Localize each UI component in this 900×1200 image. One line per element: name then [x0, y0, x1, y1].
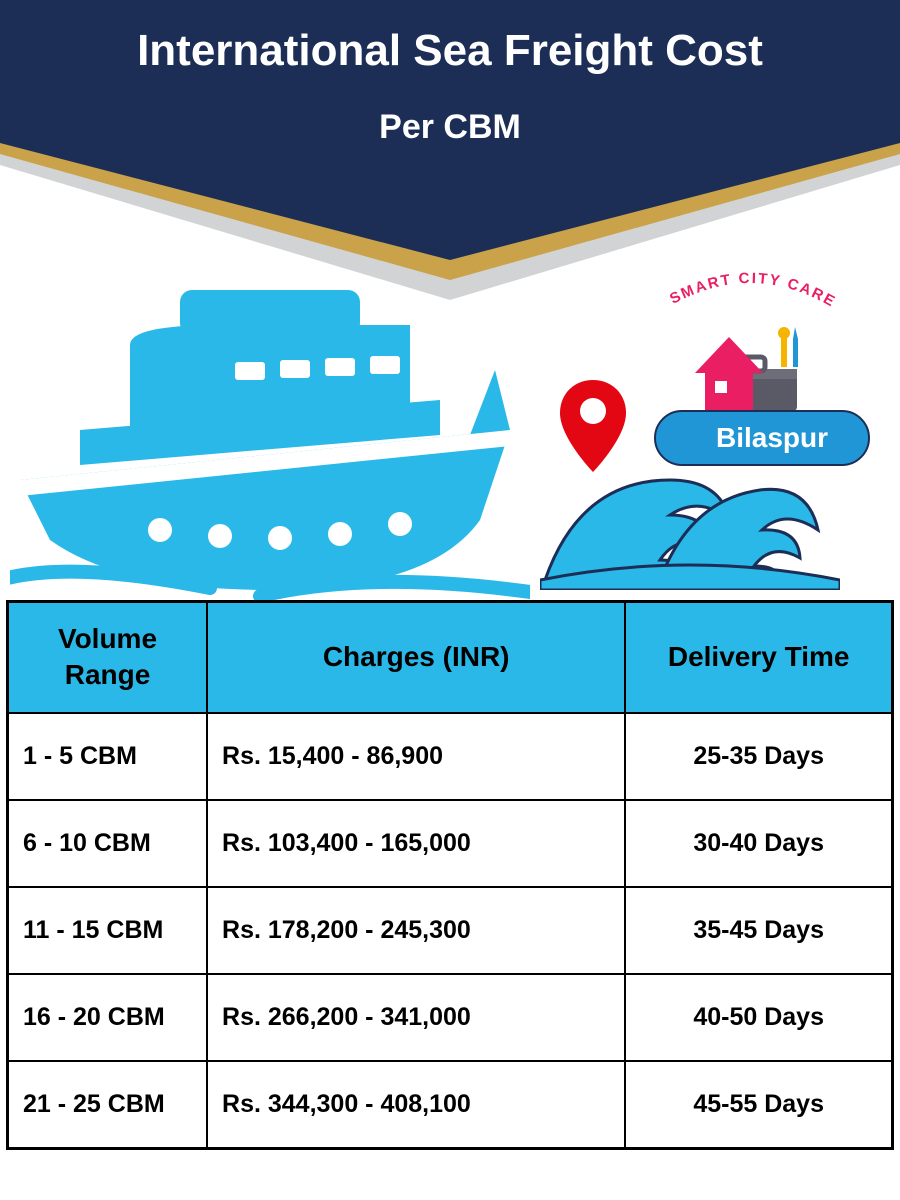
page-subtitle: Per CBM: [0, 108, 900, 147]
cell-delivery: 25-35 Days: [625, 713, 892, 800]
table-row: 16 - 20 CBM Rs. 266,200 - 341,000 40-50 …: [8, 974, 893, 1061]
page-title: International Sea Freight Cost: [0, 26, 900, 76]
house-toolbox-icon: [685, 319, 815, 419]
brand-arc-text: SMART CITY CARE: [660, 270, 840, 310]
cell-volume: 1 - 5 CBM: [8, 713, 208, 800]
cell-charges: Rs. 178,200 - 245,300: [207, 887, 625, 974]
wave-icon: [540, 420, 840, 590]
cell-delivery: 35-45 Days: [625, 887, 892, 974]
svg-text:SMART CITY CARE: SMART CITY CARE: [667, 270, 839, 310]
col-charges: Charges (INR): [207, 602, 625, 713]
cell-charges: Rs. 344,300 - 408,100: [207, 1061, 625, 1149]
table-row: 11 - 15 CBM Rs. 178,200 - 245,300 35-45 …: [8, 887, 893, 974]
cell-delivery: 30-40 Days: [625, 800, 892, 887]
table-row: 21 - 25 CBM Rs. 344,300 - 408,100 45-55 …: [8, 1061, 893, 1149]
brand-logo: SMART CITY CARE: [650, 270, 850, 428]
col-volume-range: Volume Range: [8, 602, 208, 713]
cell-volume: 6 - 10 CBM: [8, 800, 208, 887]
table-row: 1 - 5 CBM Rs. 15,400 - 86,900 25-35 Days: [8, 713, 893, 800]
cell-delivery: 45-55 Days: [625, 1061, 892, 1149]
illustration-area: SMART CITY CARE Bilaspur: [0, 230, 900, 600]
freight-cost-table: Volume Range Charges (INR) Delivery Time…: [6, 600, 894, 1150]
cell-charges: Rs. 266,200 - 341,000: [207, 974, 625, 1061]
cell-volume: 16 - 20 CBM: [8, 974, 208, 1061]
cell-volume: 21 - 25 CBM: [8, 1061, 208, 1149]
table-header-row: Volume Range Charges (INR) Delivery Time: [8, 602, 893, 713]
col-delivery-time: Delivery Time: [625, 602, 892, 713]
cell-delivery: 40-50 Days: [625, 974, 892, 1061]
table-row: 6 - 10 CBM Rs. 103,400 - 165,000 30-40 D…: [8, 800, 893, 887]
ship-icon: [10, 270, 530, 600]
cell-charges: Rs. 103,400 - 165,000: [207, 800, 625, 887]
cell-volume: 11 - 15 CBM: [8, 887, 208, 974]
cell-charges: Rs. 15,400 - 86,900: [207, 713, 625, 800]
